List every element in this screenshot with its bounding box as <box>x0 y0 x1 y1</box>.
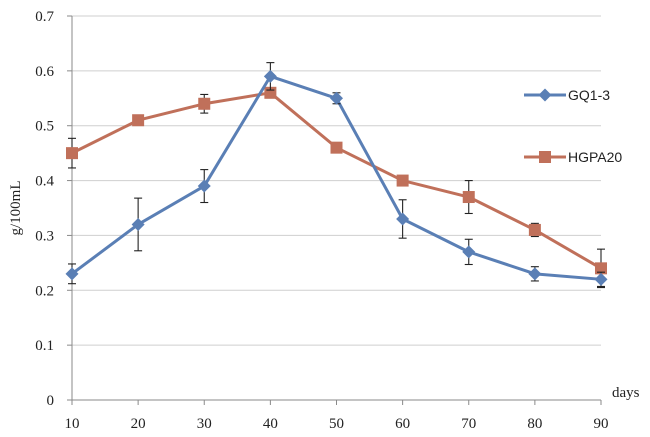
legend-label: HGPA20 <box>568 149 622 165</box>
x-tick-label: 90 <box>594 416 609 432</box>
x-tick-label: 30 <box>197 416 212 432</box>
y-tick-label: 0.7 <box>35 9 54 25</box>
x-tick-label: 40 <box>263 416 278 432</box>
y-tick-label: 0.4 <box>35 174 54 190</box>
data-point <box>462 191 475 204</box>
data-point <box>330 141 343 154</box>
data-point <box>330 91 343 105</box>
data-point <box>595 262 607 275</box>
y-tick-label: 0.3 <box>35 228 54 244</box>
x-tick-label: 10 <box>65 416 80 432</box>
legend-swatch-marker <box>538 88 552 102</box>
data-point <box>594 272 608 286</box>
legend-item-gq1-3: GQ1-3 <box>524 87 610 103</box>
data-point <box>198 97 211 110</box>
series-hgpa20 <box>66 86 607 289</box>
y-tick-label: 0.6 <box>35 64 54 80</box>
data-point <box>131 217 145 231</box>
tick-labels: 0 0.1 0.2 0.3 0.4 0.5 0.6 0.7 10 20 30 40 50 60 70 80 90 <box>35 9 608 432</box>
data-point <box>197 179 211 193</box>
x-tick-label: 20 <box>131 416 146 432</box>
data-point <box>528 223 541 236</box>
legend-swatch-marker <box>539 151 551 163</box>
y-tick-label: 0.1 <box>35 338 54 354</box>
data-point <box>263 69 277 83</box>
x-tick-label: 80 <box>527 416 542 432</box>
series <box>65 62 608 289</box>
data-point <box>65 267 79 281</box>
x-tick-label: 60 <box>395 416 410 432</box>
legend: GQ1-3 HGPA20 <box>524 87 622 165</box>
data-point <box>396 212 410 226</box>
y-tick-label: 0.5 <box>35 119 54 135</box>
series-line <box>71 74 602 281</box>
x-tick-label: 70 <box>461 416 476 432</box>
data-point <box>66 147 78 160</box>
data-point <box>528 267 542 281</box>
x-axis-title: days <box>612 385 640 401</box>
series-gq1-3 <box>65 62 608 287</box>
y-tick-label: 0 <box>47 393 55 409</box>
legend-label: GQ1-3 <box>568 87 610 103</box>
legend-item-hgpa20: HGPA20 <box>524 149 622 165</box>
y-tick-label: 0.2 <box>35 283 54 299</box>
data-point <box>396 174 409 187</box>
x-tick-label: 50 <box>329 416 344 432</box>
axes <box>67 15 602 405</box>
grid-lines <box>72 15 601 346</box>
y-axis-title: g/100mL <box>8 181 24 236</box>
data-point <box>132 114 145 127</box>
data-point <box>462 245 476 259</box>
